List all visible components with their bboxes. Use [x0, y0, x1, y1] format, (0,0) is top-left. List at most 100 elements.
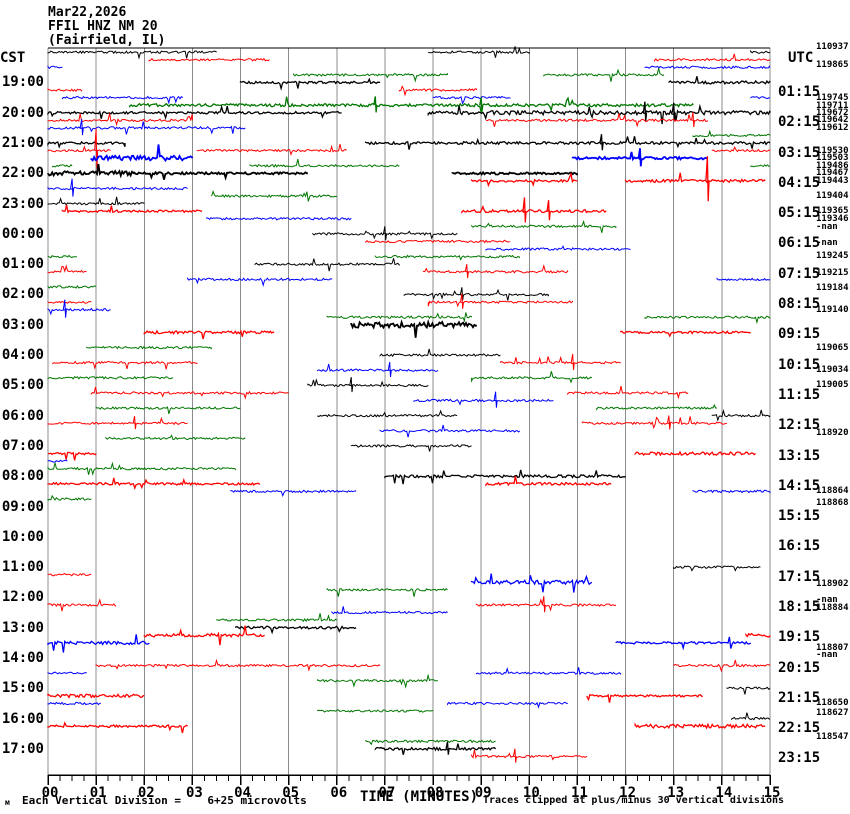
utc-hour-label: 08:15: [778, 296, 821, 313]
cst-hour-label: 06:00: [1, 407, 44, 424]
utc-hour-label: 10:15: [778, 356, 821, 373]
row-counter-value: 119140: [816, 305, 849, 315]
row-counter-value: 118920: [816, 428, 849, 438]
cst-hour-label: 16:00: [1, 710, 44, 727]
trace-row-0430: [317, 361, 439, 378]
x-axis-tick-label: 01: [89, 785, 107, 801]
cst-hour-label: 04:00: [1, 347, 44, 364]
utc-hour-label: 22:15: [778, 720, 821, 737]
trace-row-1330: [47, 634, 752, 653]
x-axis-tick-label: 12: [619, 785, 637, 801]
row-counter-value: 119365: [816, 206, 849, 216]
trace-row-1530: [47, 701, 568, 709]
trace-row-1800: [47, 46, 771, 60]
trace-row-0100: [254, 258, 400, 272]
trace-row-2330: [206, 216, 352, 221]
trace-row-1145: [326, 587, 448, 597]
trace-row-0500: [307, 377, 429, 393]
trace-row-0215: [47, 293, 574, 309]
trace-row-0115: [47, 264, 569, 279]
trace-row-0015: [365, 239, 511, 244]
x-axis-tick-label: 05: [282, 785, 300, 801]
x-axis-tick-label: 02: [137, 785, 155, 801]
trace-row-1315: [143, 625, 771, 646]
trace-row-0300: [350, 318, 478, 338]
footer-scale-note: Each Vertical Division = 6+25 microvolts: [22, 794, 307, 807]
trace-row-0815: [47, 475, 612, 491]
row-counter-value: -nan: [816, 238, 838, 248]
cst-hour-label: 14:00: [1, 649, 44, 666]
x-axis-tick-label: 13: [667, 785, 685, 801]
trace-row-2030: [47, 119, 246, 136]
utc-hour-label: 16:15: [778, 538, 821, 555]
trace-row-2300: [47, 196, 145, 206]
trace-row-0730: [47, 459, 68, 463]
left-timezone-label: CST: [0, 50, 26, 66]
cst-hour-label: 20:00: [1, 104, 44, 121]
x-axis-tick-label: 10: [522, 785, 540, 801]
cst-hour-label: 21:00: [1, 135, 44, 152]
trace-row-1500: [726, 686, 771, 695]
trace-row-1515: [47, 693, 704, 703]
footer-mark: м: [5, 798, 10, 807]
utc-hour-label: 04:15: [778, 174, 821, 191]
row-counter-value: 119672: [816, 108, 849, 118]
x-axis-tick-label: 15: [763, 785, 781, 801]
trace-row-0830: [230, 489, 771, 497]
utc-hour-label: 18:15: [778, 598, 821, 615]
utc-hour-label: 21:15: [778, 689, 821, 706]
row-counter-value: 119486: [816, 161, 849, 171]
row-counter-value: 118807: [816, 643, 849, 653]
utc-hour-label: 14:15: [778, 477, 821, 494]
row-counter-value: 119865: [816, 60, 849, 70]
trace-row-0515: [90, 385, 689, 400]
trace-row-1945: [129, 96, 694, 113]
trace-row-2145: [52, 158, 771, 168]
trace-row-0630: [379, 424, 521, 438]
trace-row-1115: [47, 572, 92, 577]
trace-row-1900: [239, 76, 771, 91]
utc-hour-label: 01:15: [778, 84, 821, 101]
trace-row-2230: [47, 178, 188, 197]
row-counter-value: 119034: [816, 365, 849, 375]
row-counter-value: -nan: [816, 595, 838, 605]
trace-row-2045: [692, 129, 771, 138]
row-counter-value: 110937: [816, 42, 849, 52]
trace-row-0445: [47, 371, 593, 384]
row-counter-value: 119467: [816, 168, 849, 178]
trace-row-0845: [47, 494, 92, 501]
trace-row-1215: [47, 596, 617, 613]
trace-row-0315: [143, 329, 751, 340]
trace-row-0700: [350, 444, 472, 452]
title-date: Mar22,2026: [48, 5, 127, 20]
row-counter-value: 118650: [816, 698, 849, 708]
trace-row-0400: [379, 348, 501, 358]
trace-row-0130: [187, 277, 771, 288]
right-timezone-label: UTC: [788, 50, 814, 66]
trace-row-0200: [403, 287, 550, 301]
trace-row-1100: [673, 565, 761, 572]
row-counter-value: 119184: [816, 283, 849, 293]
row-counter-value: -nan: [816, 650, 838, 660]
x-axis-tick-label: 07: [378, 785, 396, 801]
trace-row-1930: [61, 95, 771, 105]
cst-hour-label: 12:00: [1, 589, 44, 606]
row-counter-value: 119005: [816, 380, 849, 390]
x-axis-tick-label: 14: [715, 785, 733, 801]
trace-row-1130: [470, 573, 593, 593]
utc-hour-label: 13:15: [778, 447, 821, 464]
x-axis-tick-label: 09: [474, 785, 492, 801]
row-counter-value: 119745: [816, 93, 849, 103]
row-counter-value: 119711: [816, 101, 849, 111]
title-station: FFIL HNZ NM 20: [48, 19, 158, 34]
cst-hour-label: 22:00: [1, 165, 44, 182]
trace-row-2100: [47, 134, 771, 151]
cst-hour-label: 01:00: [1, 256, 44, 273]
trace-row-0030: [485, 245, 631, 252]
cst-hour-label: 23:00: [1, 195, 44, 212]
trace-row-1245: [216, 613, 338, 623]
cst-hour-label: 19:00: [1, 74, 44, 91]
trace-row-1815: [148, 53, 771, 62]
